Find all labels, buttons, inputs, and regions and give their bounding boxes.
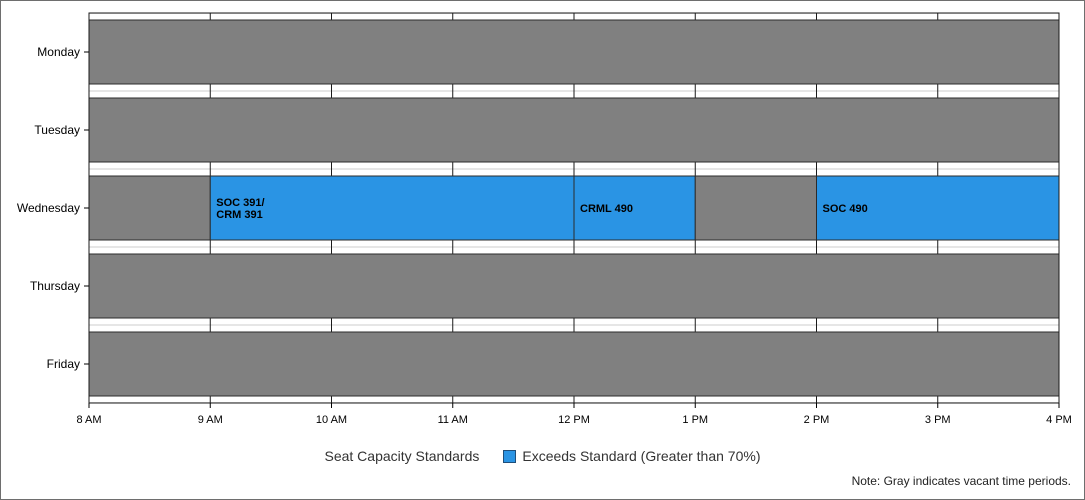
legend-item-exceeds: Exceeds Standard (Greater than 70%) (503, 448, 761, 464)
bar-label-line: CRML 490 (580, 203, 633, 215)
x-tick-label: 11 AM (438, 414, 468, 426)
bar-wednesday-vacant-2 (88, 175, 211, 241)
bar-label-line: SOC 391/ (216, 197, 264, 209)
x-tick-label: 3 PM (925, 414, 951, 426)
bar-wednesday-exceeds-4 (573, 175, 696, 241)
x-tick-label: 8 AM (76, 414, 101, 426)
bar-thursday-vacant-7 (88, 253, 1060, 319)
x-tick-label: 10 AM (316, 414, 347, 426)
bar-tuesday-vacant-1 (88, 97, 1060, 163)
x-tick-label: 4 PM (1046, 414, 1072, 426)
legend-swatch-exceeds (503, 449, 517, 463)
bar-friday-vacant-8 (88, 331, 1060, 397)
legend-label-exceeds: Exceeds Standard (Greater than 70%) (522, 448, 761, 464)
legend: Seat Capacity Standards Exceeds Standard… (0, 446, 1085, 466)
bar-wednesday-exceeds-6 (816, 175, 1060, 241)
y-tick-label: Thursday (30, 279, 80, 293)
legend-title: Seat Capacity Standards (324, 448, 480, 464)
bar-label-line: CRM 391 (216, 209, 262, 221)
x-tick-label: 1 PM (682, 414, 708, 426)
bar-label: SOC 490 (823, 203, 868, 215)
y-tick-label: Friday (47, 357, 80, 371)
y-tick-label: Tuesday (34, 123, 80, 137)
bar-wednesday-vacant-5 (694, 175, 817, 241)
bar-label: SOC 391/CRM 391 (216, 197, 264, 221)
footnote: Note: Gray indicates vacant time periods… (851, 474, 1071, 488)
x-tick-label: 9 AM (198, 414, 223, 426)
bar-label-line: SOC 490 (823, 203, 868, 215)
y-tick-label: Wednesday (17, 201, 80, 215)
bar-monday-vacant-0 (88, 19, 1060, 85)
x-tick-label: 12 PM (558, 414, 590, 426)
bar-wednesday-exceeds-3 (209, 175, 575, 241)
x-tick-label: 2 PM (804, 414, 830, 426)
y-tick-label: Monday (37, 45, 80, 59)
bar-label: CRML 490 (580, 203, 633, 215)
